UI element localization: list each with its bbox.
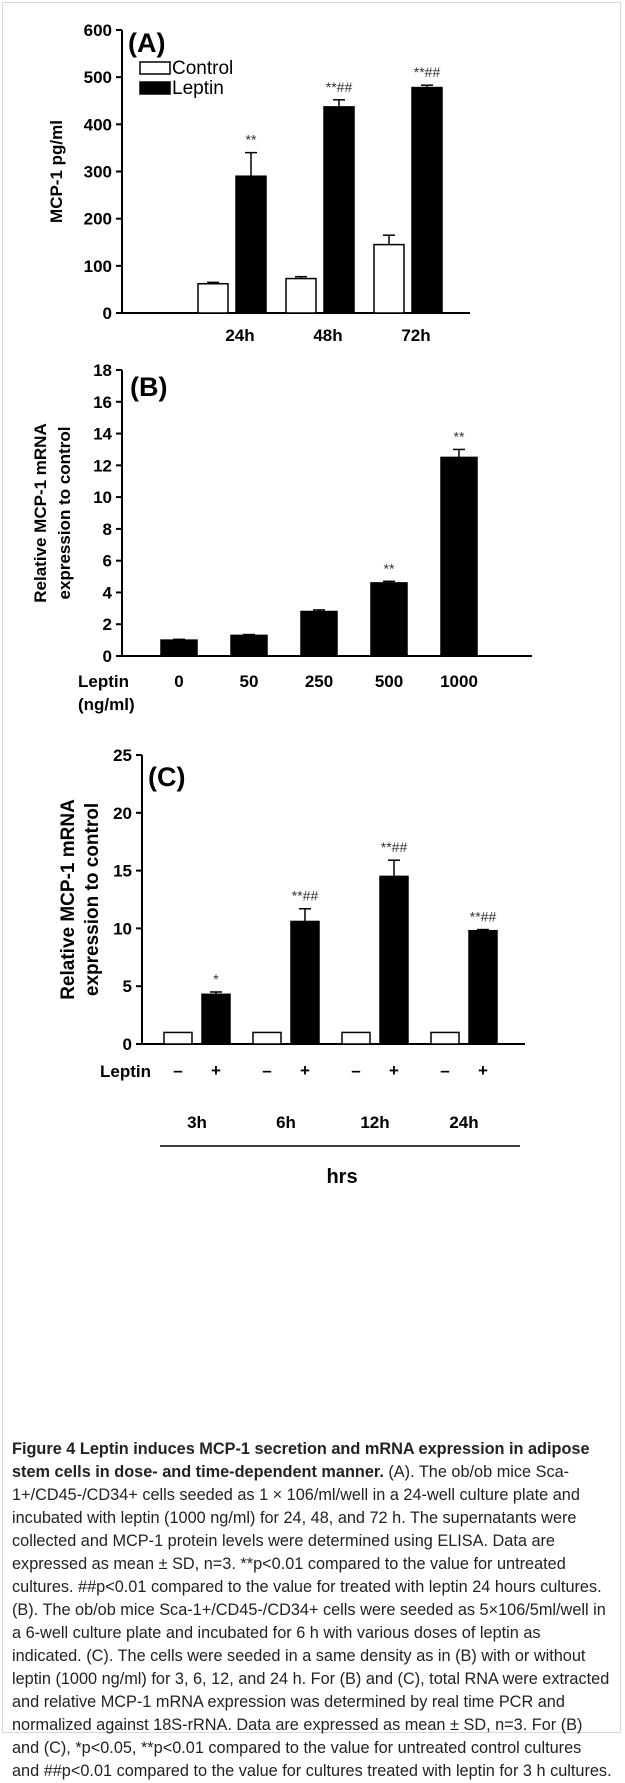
a-x-tick-label-0: 24h [225,326,254,345]
b-leptin-label: Leptin [78,672,129,691]
c-panel-letter: (C) [148,762,185,792]
a-x-tick-label-2: 72h [401,326,430,345]
a-x-tick-label-1: 48h [313,326,342,345]
b-sig-1000-0: ** [454,428,465,444]
a-legend-swatch-Control [139,61,171,75]
c-leptin-label: Leptin [100,1062,151,1081]
a-bar-48h-Control [285,277,317,314]
a-y-tick-label-0: 0 [103,304,112,323]
b-bar-50-value [230,634,268,657]
c-y-axis-label-1: expression to control [82,803,103,996]
b-bar-250-value [300,610,338,657]
c-bar-24h-+ [468,929,498,1045]
c-bar-6h-– [252,1031,282,1045]
b-x-tick-label-0: 0 [174,672,183,691]
c-sig-3h-1: * [213,971,219,987]
b-x-tick-label-2: 250 [305,672,333,691]
b-y-tick-label-9: 18 [93,361,112,380]
b-x-tick-label-1: 50 [240,672,259,691]
c-leptin-sign-3h-1: + [211,1061,221,1080]
b-y-axis-label-0: Relative MCP-1 mRNA [31,423,50,603]
a-legend-swatch-Leptin [139,81,171,95]
b-panel-letter: (B) [130,372,167,402]
c-bar-3h-– [163,1031,193,1045]
c-sig-12h-1: **## [381,839,408,855]
b-y-tick-label-2: 4 [103,583,113,602]
b-y-tick-label-3: 6 [103,552,112,571]
a-y-tick-label-5: 500 [84,68,112,87]
c-leptin-sign-6h-1: + [300,1061,310,1080]
a-legend-label-Control: Control [172,58,233,79]
figure-caption: Figure 4 Leptin induces MCP-1 secretion … [12,1438,612,1783]
c-x-tick-label-3: 24h [449,1113,478,1132]
b-y-tick-label-1: 2 [103,615,112,634]
a-y-tick-label-6: 600 [84,21,112,40]
c-bar-12h-– [341,1031,371,1045]
a-sig-24h-1: ** [246,132,257,148]
c-sig-24h-1: **## [470,909,497,925]
b-y-tick-label-6: 12 [93,456,112,475]
a-y-tick-label-3: 300 [84,163,112,182]
c-x-tick-label-1: 6h [276,1113,296,1132]
b-x-tick-label-4: 1000 [440,672,478,691]
c-x-axis-label: hrs [326,1166,357,1188]
caption-figure-label: Figure 4 [12,1440,76,1458]
a-sig-72h-1: **## [414,64,441,80]
c-bar-6h-+ [290,920,320,1045]
a-y-tick-label-4: 400 [84,115,112,134]
figure-frame [2,2,621,1733]
a-y-tick-label-2: 200 [84,210,112,229]
c-bar-12h-+ [379,875,409,1045]
chart-panel-b: 0 2 4 6 8 10 12 14 16 18 (B) Relative MCP-1 mRNA exp… [31,361,532,714]
b-sig-500-0: ** [384,560,395,576]
b-y-tick-label-7: 14 [93,425,112,444]
c-y-tick-label-3: 15 [113,862,132,881]
a-bar-48h-Leptin [323,106,355,314]
caption-title: Leptin induces MCP-1 secretion and mRNA … [12,1440,590,1481]
chart-panel-a: 0 100 200 300 400 500 600 (A) MCP-1 pg/ml ** 24h **… [47,21,470,345]
a-sig-48h-1: **## [326,79,353,95]
a-bar-24h-Leptin [235,175,267,314]
b-bar-1000-value [440,456,478,657]
a-bar-24h-Control [197,283,229,314]
a-y-axis-label-0: MCP-1 pg/ml [47,120,66,223]
b-leptin-unit-label: (ng/ml) [78,695,135,714]
c-y-tick-label-1: 5 [123,977,132,996]
c-y-tick-label-4: 20 [113,804,132,823]
c-y-axis-label-0: Relative MCP-1 mRNA [58,799,79,1000]
chart-panel-c: 0 5 10 15 20 25 (C) Relative MCP-1 mRNA expressi… [58,746,525,1188]
c-leptin-sign-12h-1: + [389,1061,399,1080]
a-bar-72h-Control [373,243,405,314]
c-y-tick-label-2: 10 [113,919,132,938]
c-sig-6h-1: **## [292,888,319,904]
b-y-tick-label-8: 16 [93,393,112,412]
b-y-tick-label-0: 0 [103,647,112,666]
b-y-tick-label-4: 8 [103,520,112,539]
c-leptin-sign-6h-0: – [262,1061,271,1080]
b-bar-0-value [160,639,198,657]
b-y-axis-label-1: expression to control [55,427,74,600]
a-panel-letter: (A) [128,28,165,58]
c-leptin-sign-24h-0: – [440,1061,449,1080]
c-x-tick-label-0: 3h [187,1113,207,1132]
a-legend-label-Leptin: Leptin [172,78,224,99]
c-leptin-sign-24h-1: + [478,1061,488,1080]
caption-text: (A). The ob/ob mice Sca-1+/CD45-/CD34+ c… [12,1463,612,1780]
a-bar-72h-Leptin [411,86,443,314]
b-x-tick-label-3: 500 [375,672,403,691]
c-y-tick-label-0: 0 [123,1035,132,1054]
c-x-tick-label-2: 12h [360,1113,389,1132]
c-leptin-sign-3h-0: – [173,1061,182,1080]
c-y-tick-label-5: 25 [113,746,132,765]
c-leptin-sign-12h-0: – [351,1061,360,1080]
b-y-tick-label-5: 10 [93,488,112,507]
a-y-tick-label-1: 100 [84,257,112,276]
b-bar-500-value [370,582,408,657]
c-bar-3h-+ [201,993,231,1045]
c-bar-24h-– [430,1031,460,1045]
